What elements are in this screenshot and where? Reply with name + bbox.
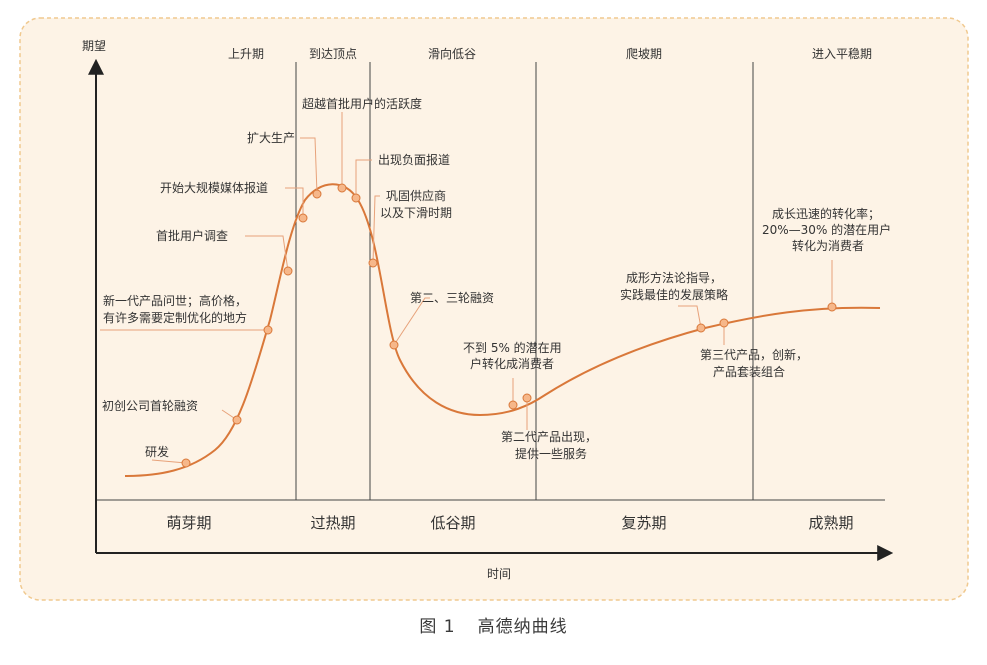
annotation-third-gen-product: 第三代产品，创新， 产品套装组合 bbox=[700, 347, 812, 379]
annotation-methodology: 成形方法论指导， 实践最佳的发展策略 bbox=[620, 270, 728, 302]
annotation-consolidate-suppliers: 巩固供应商 以及下滑时期 bbox=[380, 188, 452, 220]
leader-a4 bbox=[245, 235, 289, 272]
phase-top-sliding: 滑向低谷 bbox=[428, 46, 476, 61]
phase-top-peak: 到达顶点 bbox=[309, 47, 357, 61]
hype-curve bbox=[124, 183, 881, 477]
curve-point bbox=[508, 400, 518, 410]
curve-point bbox=[283, 266, 293, 276]
leader-lines bbox=[100, 112, 833, 464]
annotation-second-third-funding: 第二、三轮融资 bbox=[410, 291, 494, 305]
phase-bottom-trough: 低谷期 bbox=[430, 514, 475, 532]
y-axis-label: 期望 bbox=[82, 39, 106, 53]
curve-point bbox=[181, 458, 191, 468]
annotation-first-survey: 首批用户调查 bbox=[156, 228, 228, 243]
phase-bottom-recovery: 复苏期 bbox=[621, 514, 666, 532]
curve-point bbox=[696, 323, 706, 333]
figure-caption: 图 1 高德纳曲线 bbox=[0, 612, 987, 637]
leader-a1 bbox=[151, 459, 187, 464]
leader-a10 bbox=[393, 297, 430, 346]
phase-top-climbing: 爬坡期 bbox=[626, 47, 662, 61]
leader-a13 bbox=[678, 305, 702, 329]
x-axis-label: 时间 bbox=[487, 567, 511, 581]
annotation-scale-production: 扩大生产 bbox=[247, 131, 295, 145]
annotation-first-funding: 初创公司首轮融资 bbox=[102, 399, 198, 413]
phase-top-plateau: 进入平稳期 bbox=[812, 46, 872, 61]
curve-point bbox=[351, 193, 361, 203]
annotations: 研发 初创公司首轮融资 新一代产品问世；高价格， 有许多需要定制优化的地方 首批… bbox=[102, 96, 895, 461]
curve-point bbox=[312, 189, 322, 199]
curve-point bbox=[232, 415, 242, 425]
leader-a8 bbox=[355, 159, 372, 198]
curve-point bbox=[263, 325, 273, 335]
figure-number: 图 1 bbox=[419, 617, 456, 637]
annotation-negative-press: 出现负面报道 bbox=[378, 152, 450, 167]
annotation-beyond-early-users: 超越首批用户的活跃度 bbox=[302, 96, 422, 111]
phase-bottom-overheat: 过热期 bbox=[310, 514, 355, 532]
leader-a5 bbox=[285, 187, 304, 218]
curve-point bbox=[337, 183, 347, 193]
curve-point bbox=[522, 393, 532, 403]
curve-point bbox=[368, 258, 378, 268]
curve-point bbox=[827, 302, 837, 312]
phase-bottom-mature: 成熟期 bbox=[808, 514, 853, 532]
curve-point bbox=[298, 213, 308, 223]
annotation-new-product: 新一代产品问世；高价格， 有许多需要定制优化的地方 bbox=[103, 293, 251, 325]
annotation-under-5-percent: 不到 5% 的潜在用 户转化成消费者 bbox=[463, 340, 566, 371]
curve-point bbox=[719, 318, 729, 328]
curve-points bbox=[181, 183, 837, 468]
annotation-second-gen-product: 第二代产品出现， 提供一些服务 bbox=[501, 430, 601, 461]
annotation-fast-conversion: 成长迅速的转化率； 20%—30% 的潜在用户 转化为消费者 bbox=[762, 206, 895, 253]
figure-title: 高德纳曲线 bbox=[477, 617, 568, 637]
phase-bottom-trigger: 萌芽期 bbox=[166, 514, 211, 532]
phase-labels-bottom: 萌芽期 过热期 低谷期 复苏期 成熟期 bbox=[166, 514, 853, 532]
curve-point bbox=[389, 340, 399, 350]
phase-labels-top: 上升期 到达顶点 滑向低谷 爬坡期 进入平稳期 bbox=[228, 46, 872, 61]
leader-a9 bbox=[372, 195, 380, 264]
leader-a6 bbox=[300, 137, 318, 195]
annotation-media-coverage: 开始大规模媒体报道 bbox=[160, 180, 268, 195]
annotation-rd: 研发 bbox=[145, 444, 169, 459]
diagram-panel bbox=[19, 17, 969, 601]
phase-top-rising: 上升期 bbox=[228, 47, 264, 61]
phase-dividers bbox=[295, 62, 754, 500]
